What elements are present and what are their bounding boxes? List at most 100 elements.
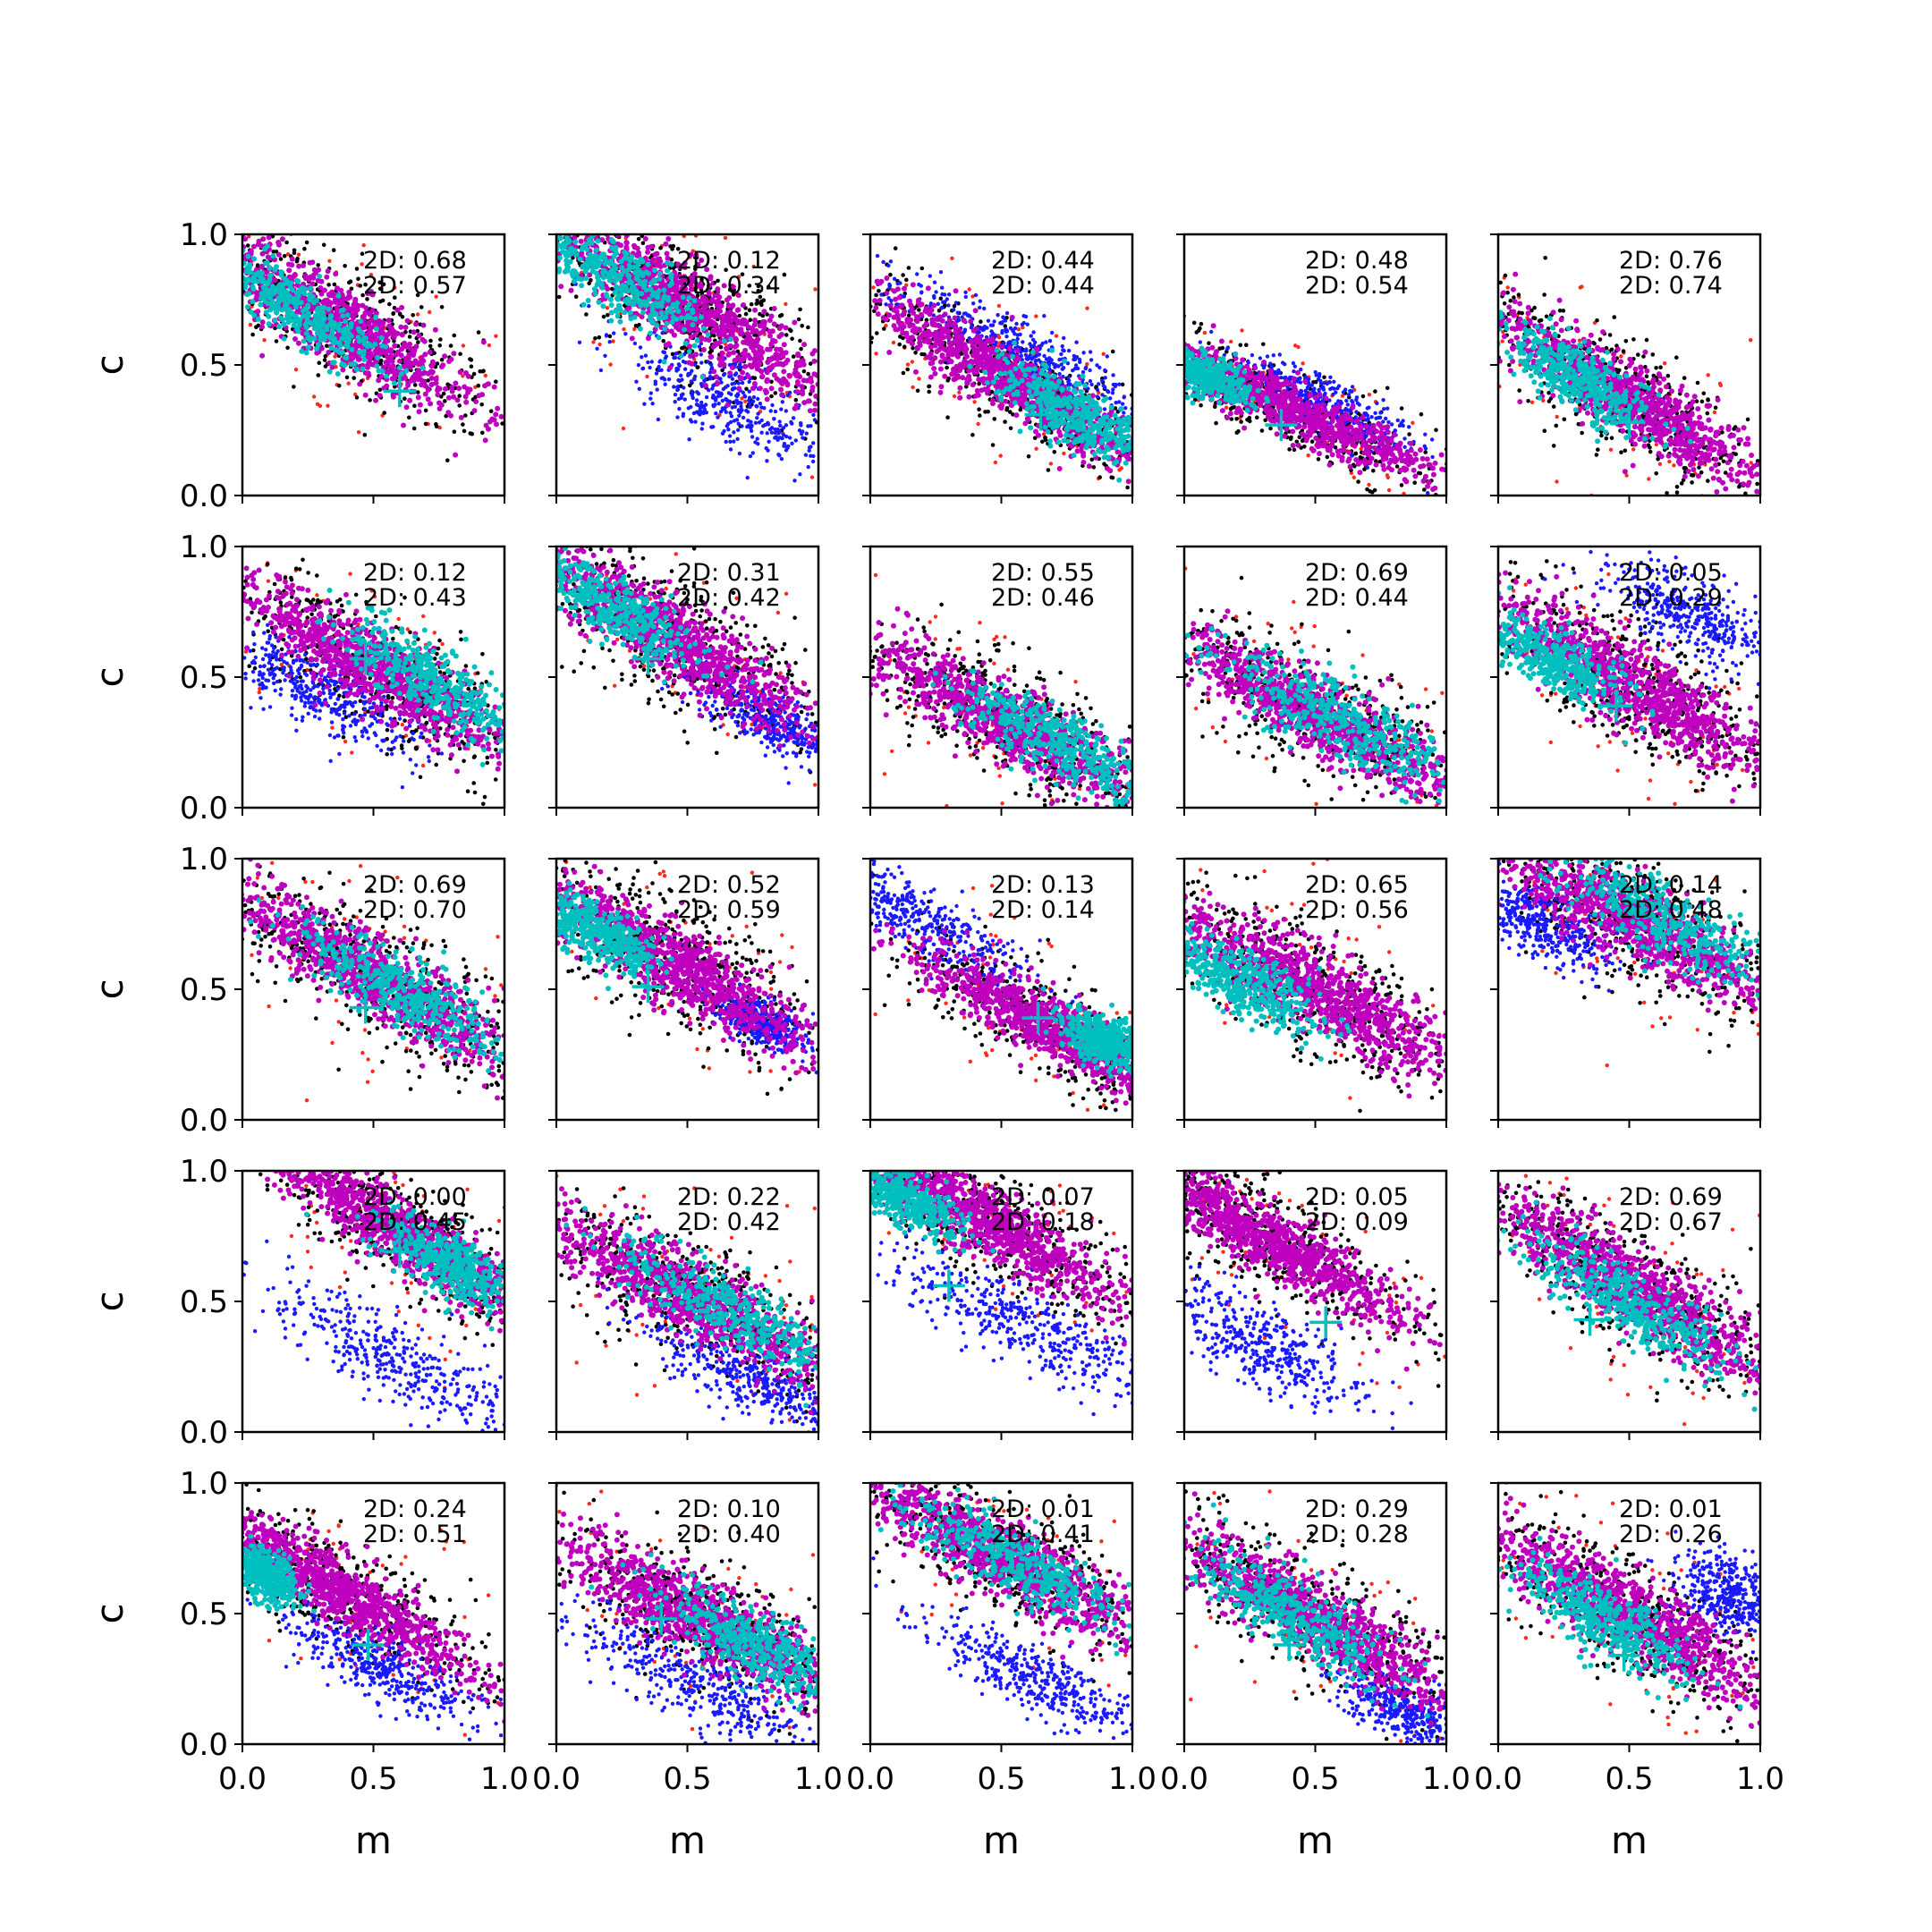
cyan-point [623,268,629,274]
blue-point [756,411,759,415]
black-point [983,410,987,414]
black-point [412,403,417,408]
magenta-point [296,264,301,269]
red-point [781,263,784,267]
cyan-point [236,259,242,265]
blue-point [801,436,804,439]
black-point [345,376,350,380]
cyan-point [516,213,521,218]
blue-point [821,433,825,436]
blue-point [809,424,812,428]
blue-point [855,449,859,453]
magenta-point [369,326,374,331]
magenta-point [229,253,234,258]
magenta-point [656,257,661,262]
magenta-point [823,369,828,375]
black-point [799,347,803,352]
blue-point [709,363,713,367]
cyan-point [565,253,571,258]
cyan-point [674,301,680,306]
black-point [792,304,796,309]
cyan-point [501,212,506,217]
black-point [744,312,749,317]
blue-point [637,363,640,367]
magenta-point [416,394,421,400]
cyan-point [318,334,323,339]
magenta-point [708,354,714,360]
red-point [541,196,545,199]
magenta-point [286,267,292,273]
red-point [530,303,534,307]
magenta-point [781,369,786,374]
black-point [600,215,605,219]
magenta-point [421,323,427,328]
magenta-point [214,264,219,269]
magenta-point [733,358,738,363]
black-point [1140,481,1144,486]
cyan-point [420,365,426,370]
cyan-point [220,271,225,276]
magenta-point [786,373,792,378]
magenta-point [569,288,574,293]
magenta-point [411,377,417,383]
black-point [846,315,851,319]
cyan-point [265,260,270,266]
cyan-point [600,303,606,309]
cyan-point [641,284,647,290]
black-point [1046,468,1051,472]
magenta-point [363,393,369,398]
magenta-point [200,204,206,209]
black-point [175,182,180,187]
blue-point [709,376,713,379]
magenta-point [769,386,775,391]
cyan-point [299,349,304,354]
magenta-point [837,362,843,368]
blue-point [740,424,743,428]
magenta-point [259,353,265,359]
cyan-point [594,248,599,253]
magenta-point [442,353,447,359]
magenta-point [199,282,204,287]
blue-point [765,446,768,450]
blue-point [682,414,685,418]
magenta-point [746,352,751,358]
cyan-point [250,275,256,280]
black-point [557,187,562,191]
cyan-point [220,276,225,282]
blue-point [698,344,701,348]
cyan-point [301,290,306,295]
blue-point [731,377,734,381]
blue-point [692,411,696,415]
cyan-point [403,369,409,374]
black-point [905,368,910,372]
black-point [1151,434,1156,438]
red-point [1055,334,1058,337]
magenta-point [713,300,718,305]
magenta-point [779,332,784,337]
black-point [827,320,832,325]
blue-point [730,382,733,386]
magenta-point [394,308,400,313]
magenta-point [824,386,829,391]
blue-point [716,390,720,394]
magenta-point [614,228,619,233]
cyan-point [665,260,670,266]
blue-point [808,445,811,449]
cyan-point [642,279,648,284]
magenta-point [218,278,224,284]
cyan-point [266,289,271,294]
magenta-point [782,342,787,347]
magenta-point [785,358,791,363]
cyan-point [628,310,633,316]
cyan-point [586,225,591,230]
blue-point [726,428,730,431]
cyan-point [250,299,255,304]
black-point [1097,475,1102,479]
black-point [437,343,442,348]
red-point [649,222,653,225]
black-point [175,242,180,247]
black-point [608,335,613,339]
blue-point [677,407,681,411]
cyan-point [392,380,397,386]
cyan-point [189,254,194,259]
